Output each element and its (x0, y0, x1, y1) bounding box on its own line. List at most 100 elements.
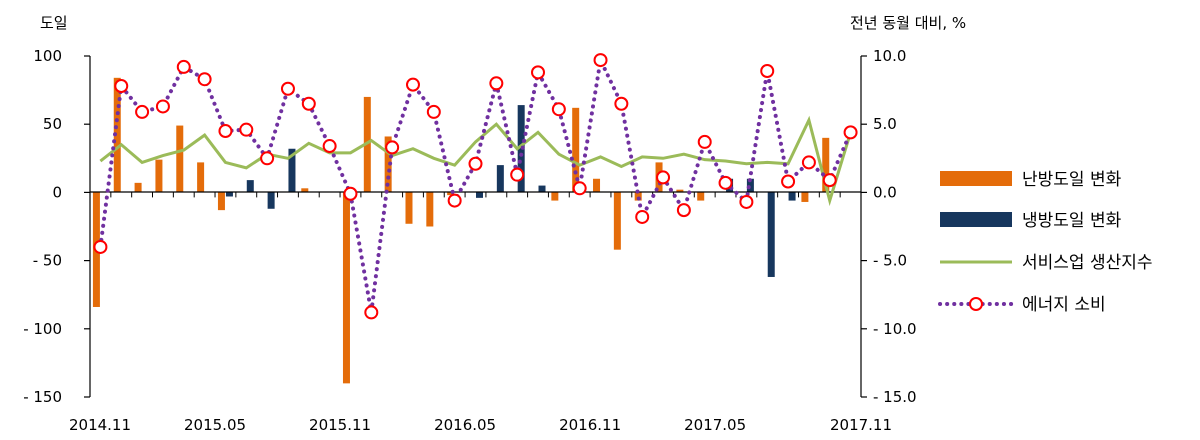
left-tick-label: 100 (33, 47, 62, 65)
energy-marker (280, 81, 295, 96)
energy-marker (489, 76, 504, 91)
energy-marker (531, 65, 546, 80)
heating-bar (613, 192, 621, 250)
energy-marker (239, 122, 254, 137)
x-axis-ticks: 2014.11 2015.05 2015.11 2016.05 2016.11 2017.… (69, 192, 892, 434)
legend-swatch-cooling (940, 212, 1012, 227)
energy-marker (635, 209, 650, 224)
energy-marker (760, 64, 775, 78)
x-tick-label: 2015.05 (184, 416, 246, 434)
left-axis-ticks: 100 50 0 - 50 - 100 - 150 (23, 47, 90, 406)
energy-marker (593, 53, 608, 68)
energy-marker (364, 305, 379, 320)
heating-bar (801, 192, 809, 202)
energy-marker (218, 124, 233, 139)
energy-marker (93, 239, 108, 254)
heating-bar (217, 192, 225, 211)
cooling-bar (788, 192, 796, 201)
x-tick-label: 2017.05 (684, 416, 746, 434)
energy-marker (822, 173, 837, 188)
right-tick-label: - 10.0 (873, 320, 917, 338)
energy-marker (135, 104, 150, 119)
energy-marker (572, 181, 587, 196)
heating-bar (551, 192, 559, 201)
heating-bar (134, 182, 142, 193)
cooling-bar (476, 192, 483, 198)
heating-bar (593, 178, 601, 193)
energy-marker (510, 167, 525, 182)
right-axis-ticks: 10.0 5.0 0.0 - 5.0 - 10.0 - 15.0 (861, 47, 917, 406)
heating-bar (447, 192, 455, 196)
cooling-bar (746, 178, 754, 193)
energy-marker (843, 125, 858, 140)
service-production-index-line (99, 115, 853, 207)
energy-marker (197, 72, 212, 87)
heating-bar (405, 192, 413, 224)
heating-bar (634, 192, 642, 201)
legend-label-service: 서비스업 생산지수 (1022, 253, 1153, 273)
legend-label-cooling: 냉방도일 변화 (1022, 211, 1122, 231)
cooling-bar (538, 185, 546, 193)
heating-bar (822, 137, 830, 193)
left-tick-label: - 50 (33, 252, 62, 270)
x-tick-label: 2017.11 (830, 416, 892, 434)
heating-bar (697, 192, 705, 201)
heating-bar (301, 188, 309, 193)
cooling-bar (246, 180, 254, 193)
right-axis-title: 전년 동월 대비, % (850, 14, 966, 32)
right-tick-label: 0.0 (873, 183, 897, 201)
left-tick-label: - 150 (23, 388, 62, 406)
x-tick-label: 2016.11 (559, 416, 621, 434)
energy-marker (114, 79, 129, 94)
energy-marker (405, 77, 420, 92)
cooling-degree-day-bars (225, 105, 796, 277)
energy-marker (781, 174, 796, 189)
left-axis-title: 도일 (40, 14, 68, 32)
cooling-bar (288, 148, 296, 193)
energy-marker (155, 99, 170, 114)
energy-marker (718, 175, 733, 190)
left-tick-label: 0 (52, 183, 62, 201)
heating-bar (384, 136, 392, 193)
left-tick-label: 50 (43, 115, 62, 133)
energy-marker (468, 156, 483, 171)
heating-degree-day-bars (92, 77, 830, 384)
right-tick-label: 5.0 (873, 115, 897, 133)
legend-swatch-heating (940, 171, 1012, 186)
energy-marker (801, 155, 816, 170)
energy-marker (697, 134, 712, 149)
heating-bar (676, 189, 684, 193)
energy-marker (551, 102, 566, 117)
energy-marker (656, 170, 671, 185)
right-tick-label: - 15.0 (873, 388, 917, 406)
x-tick-label: 2014.11 (69, 416, 131, 434)
x-tick-label: 2016.05 (434, 416, 496, 434)
heating-bar (572, 107, 580, 193)
heating-bar (113, 77, 121, 193)
energy-marker (447, 193, 462, 208)
energy-consumption-line (98, 53, 853, 313)
energy-marker (260, 151, 275, 166)
cooling-bar (225, 192, 233, 197)
energy-marker (426, 104, 441, 119)
x-tick-label: 2015.11 (309, 416, 371, 434)
left-tick-label: - 100 (23, 320, 62, 338)
heating-bar (342, 192, 350, 384)
right-tick-label: - 5.0 (873, 252, 907, 270)
energy-marker (614, 96, 629, 111)
heating-bar (426, 192, 434, 227)
right-tick-label: 10.0 (873, 47, 906, 65)
heating-bar (155, 159, 163, 193)
energy-marker (739, 194, 754, 209)
energy-marker (676, 203, 691, 218)
legend: 난방도일 변화 냉방도일 변화 서비스업 생산지수 에너지 소비 (938, 170, 1153, 315)
energy-marker (343, 186, 358, 201)
energy-marker (301, 96, 316, 111)
legend-label-heating: 난방도일 변화 (1022, 170, 1122, 190)
cooling-bar (267, 192, 275, 209)
energy-marker (322, 139, 337, 154)
energy-consumption-markers (93, 53, 858, 320)
heating-bar (176, 125, 184, 193)
legend-marker-energy (969, 297, 983, 311)
